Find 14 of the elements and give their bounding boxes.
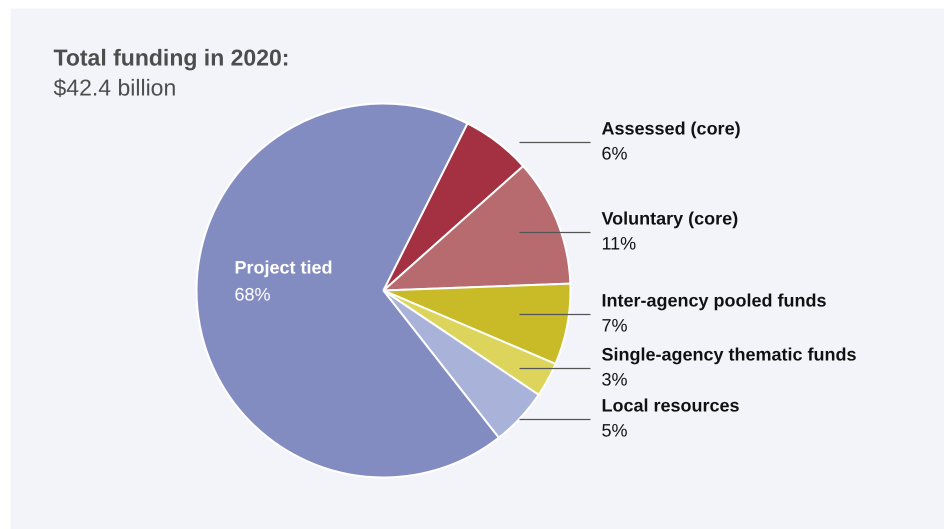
slice-label: Voluntary (core) (602, 208, 738, 228)
slice-label: Single-agency thematic funds (602, 344, 857, 364)
data-label: 68% (234, 284, 271, 304)
data-label: 11% (602, 234, 636, 254)
chart-subtitle: $42.4 billion (54, 74, 176, 100)
slice-label: Inter-agency pooled funds (602, 290, 827, 310)
slice-label: Assessed (core) (602, 118, 741, 138)
chart-title: Total funding in 2020: (54, 44, 290, 70)
data-label: 5% (602, 420, 628, 440)
data-label: 3% (602, 370, 628, 390)
slice-label: Local resources (602, 396, 740, 416)
data-label: 7% (602, 316, 628, 336)
data-label: 6% (602, 144, 628, 164)
slice-label: Project tied (234, 258, 333, 278)
